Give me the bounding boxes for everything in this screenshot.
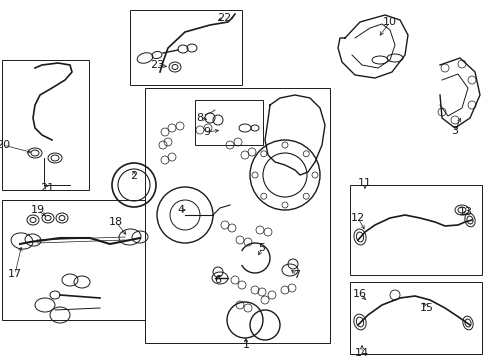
Text: 7: 7 [293, 270, 300, 280]
Text: 19: 19 [31, 205, 45, 215]
Text: 3: 3 [450, 126, 458, 136]
Text: 8: 8 [196, 113, 203, 123]
Bar [349, 185, 481, 275]
Text: 18: 18 [109, 217, 123, 227]
Bar [2, 60, 89, 190]
Text: 21: 21 [40, 183, 54, 193]
Text: 6: 6 [214, 275, 221, 285]
Text: 11: 11 [357, 178, 371, 188]
Text: 14: 14 [354, 348, 368, 358]
Text: 10: 10 [382, 17, 396, 27]
Text: 15: 15 [419, 303, 433, 313]
Text: 20: 20 [0, 140, 10, 150]
Text: 4: 4 [177, 205, 184, 215]
Text: 2: 2 [130, 171, 137, 181]
Text: 16: 16 [352, 289, 366, 299]
Text: 9: 9 [203, 127, 210, 137]
Text: 22: 22 [217, 13, 231, 23]
Bar [2, 200, 147, 320]
Text: 12: 12 [350, 213, 365, 223]
Text: 13: 13 [458, 207, 472, 217]
Text: 17: 17 [8, 269, 22, 279]
Bar [349, 282, 481, 354]
Bar [130, 10, 242, 85]
Text: 1: 1 [242, 340, 249, 350]
Bar [145, 88, 329, 343]
Text: 5: 5 [258, 243, 265, 253]
Bar [195, 100, 263, 145]
Text: 23: 23 [150, 60, 164, 70]
